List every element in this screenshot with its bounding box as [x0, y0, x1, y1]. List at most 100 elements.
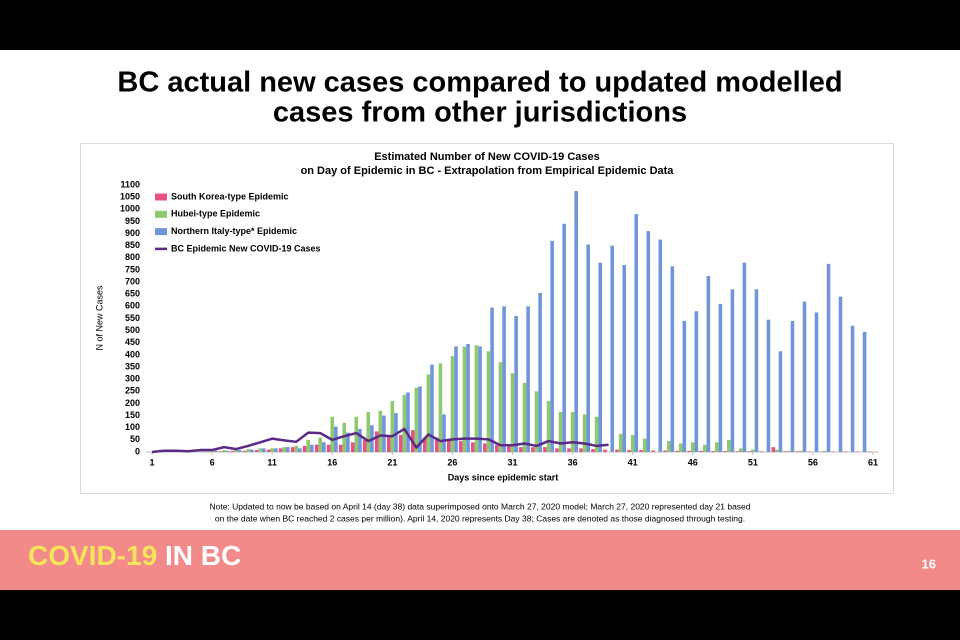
bar: [495, 444, 499, 452]
bar: [466, 343, 470, 452]
bar: [670, 266, 675, 452]
slide-title: cases from other jurisdictions: [273, 97, 687, 129]
bar: [414, 387, 419, 452]
x-tick-label: 26: [447, 457, 457, 467]
y-tick-label: 750: [125, 264, 140, 274]
bar: [378, 410, 383, 452]
bar: [615, 449, 619, 452]
y-tick-label: 500: [125, 325, 140, 335]
legend-label: Hubei-type Epidemic: [171, 209, 260, 219]
bar: [754, 289, 759, 452]
bar: [418, 386, 422, 452]
bar: [282, 447, 286, 452]
y-tick-label: 1000: [120, 204, 140, 214]
footer-band: [0, 530, 960, 590]
bar: [651, 450, 655, 452]
bar: [430, 364, 434, 452]
bar: [442, 414, 446, 452]
bar: [618, 433, 623, 452]
bar: [766, 319, 771, 452]
bar: [510, 373, 515, 452]
y-tick-label: 900: [125, 228, 140, 238]
bar: [454, 346, 458, 452]
bar: [546, 401, 551, 452]
bar: [714, 442, 719, 452]
bar: [603, 449, 607, 452]
x-axis-label: Days since epidemic start: [448, 472, 559, 482]
bar: [426, 374, 431, 452]
bar: [290, 447, 295, 452]
bar: [795, 451, 800, 452]
bar: [558, 411, 563, 452]
y-tick-label: 350: [125, 361, 140, 371]
bar: [586, 244, 590, 452]
bar: [438, 363, 443, 452]
bar: [366, 411, 371, 452]
bar: [210, 450, 214, 452]
y-tick-label: 700: [125, 276, 140, 286]
x-tick-label: 11: [267, 457, 277, 467]
bar: [478, 346, 482, 452]
y-tick-label: 450: [125, 337, 140, 347]
bar: [862, 331, 867, 452]
y-tick-label: 1050: [120, 192, 140, 202]
bar: [634, 214, 639, 452]
bar: [266, 449, 271, 452]
bar: [218, 451, 223, 452]
bar: [237, 450, 242, 452]
bar: [522, 382, 527, 452]
bar: [261, 448, 266, 452]
legend-label: South Korea-type Epidemic: [171, 191, 289, 201]
bar: [627, 450, 631, 452]
bar: [630, 435, 635, 452]
plot: 0 50 100 150 200 250 300 350 400 450 500 550 600 650 7…: [120, 179, 879, 467]
note: on the date when BC reached 2 cases per …: [215, 513, 745, 523]
slide-title: BC actual new cases compared to updated …: [117, 67, 842, 99]
bar: [814, 312, 819, 452]
chart-title: Estimated Number of New COVID-19 Cases: [374, 151, 600, 163]
bar: [285, 447, 290, 452]
bar: [726, 439, 731, 452]
bar: [498, 362, 503, 452]
bar: [838, 296, 843, 452]
bar: [639, 450, 643, 452]
bar: [390, 401, 395, 452]
bar: [346, 432, 350, 452]
bar: [778, 351, 783, 452]
y-tick-label: 650: [125, 289, 140, 299]
bar: [711, 451, 715, 452]
bar: [747, 451, 752, 452]
y-tick-label: 250: [125, 386, 140, 396]
bar: [362, 439, 367, 452]
y-tick-label: 800: [125, 252, 140, 262]
bar: [730, 289, 735, 452]
y-axis-label: N of New Cases: [94, 285, 104, 351]
bar: [582, 414, 587, 452]
x-tick-label: 16: [327, 457, 337, 467]
footer-brand: COVID-19 IN BC: [28, 540, 241, 571]
bar: [338, 444, 343, 452]
bar: [486, 351, 491, 452]
bar: [222, 450, 226, 452]
x-tick-label: 36: [568, 457, 578, 467]
bar: [450, 356, 455, 452]
bar: [322, 442, 326, 452]
bar: [570, 411, 575, 452]
bar: [502, 306, 506, 452]
line: [151, 427, 609, 454]
bar: [699, 450, 703, 452]
bar: [471, 442, 475, 452]
y-tick-label: 300: [125, 374, 140, 384]
bar: [314, 444, 319, 452]
bar: [398, 435, 403, 452]
bar: [706, 276, 711, 452]
legend-label: BC Epidemic New COVID-19 Cases: [171, 243, 321, 253]
legend-swatch: [155, 210, 167, 218]
bar: [538, 293, 542, 452]
bar: [273, 448, 278, 452]
bar: [459, 441, 463, 452]
bar: [622, 265, 627, 452]
bar: [850, 325, 855, 452]
bar: [406, 392, 410, 452]
bar: [350, 442, 355, 452]
